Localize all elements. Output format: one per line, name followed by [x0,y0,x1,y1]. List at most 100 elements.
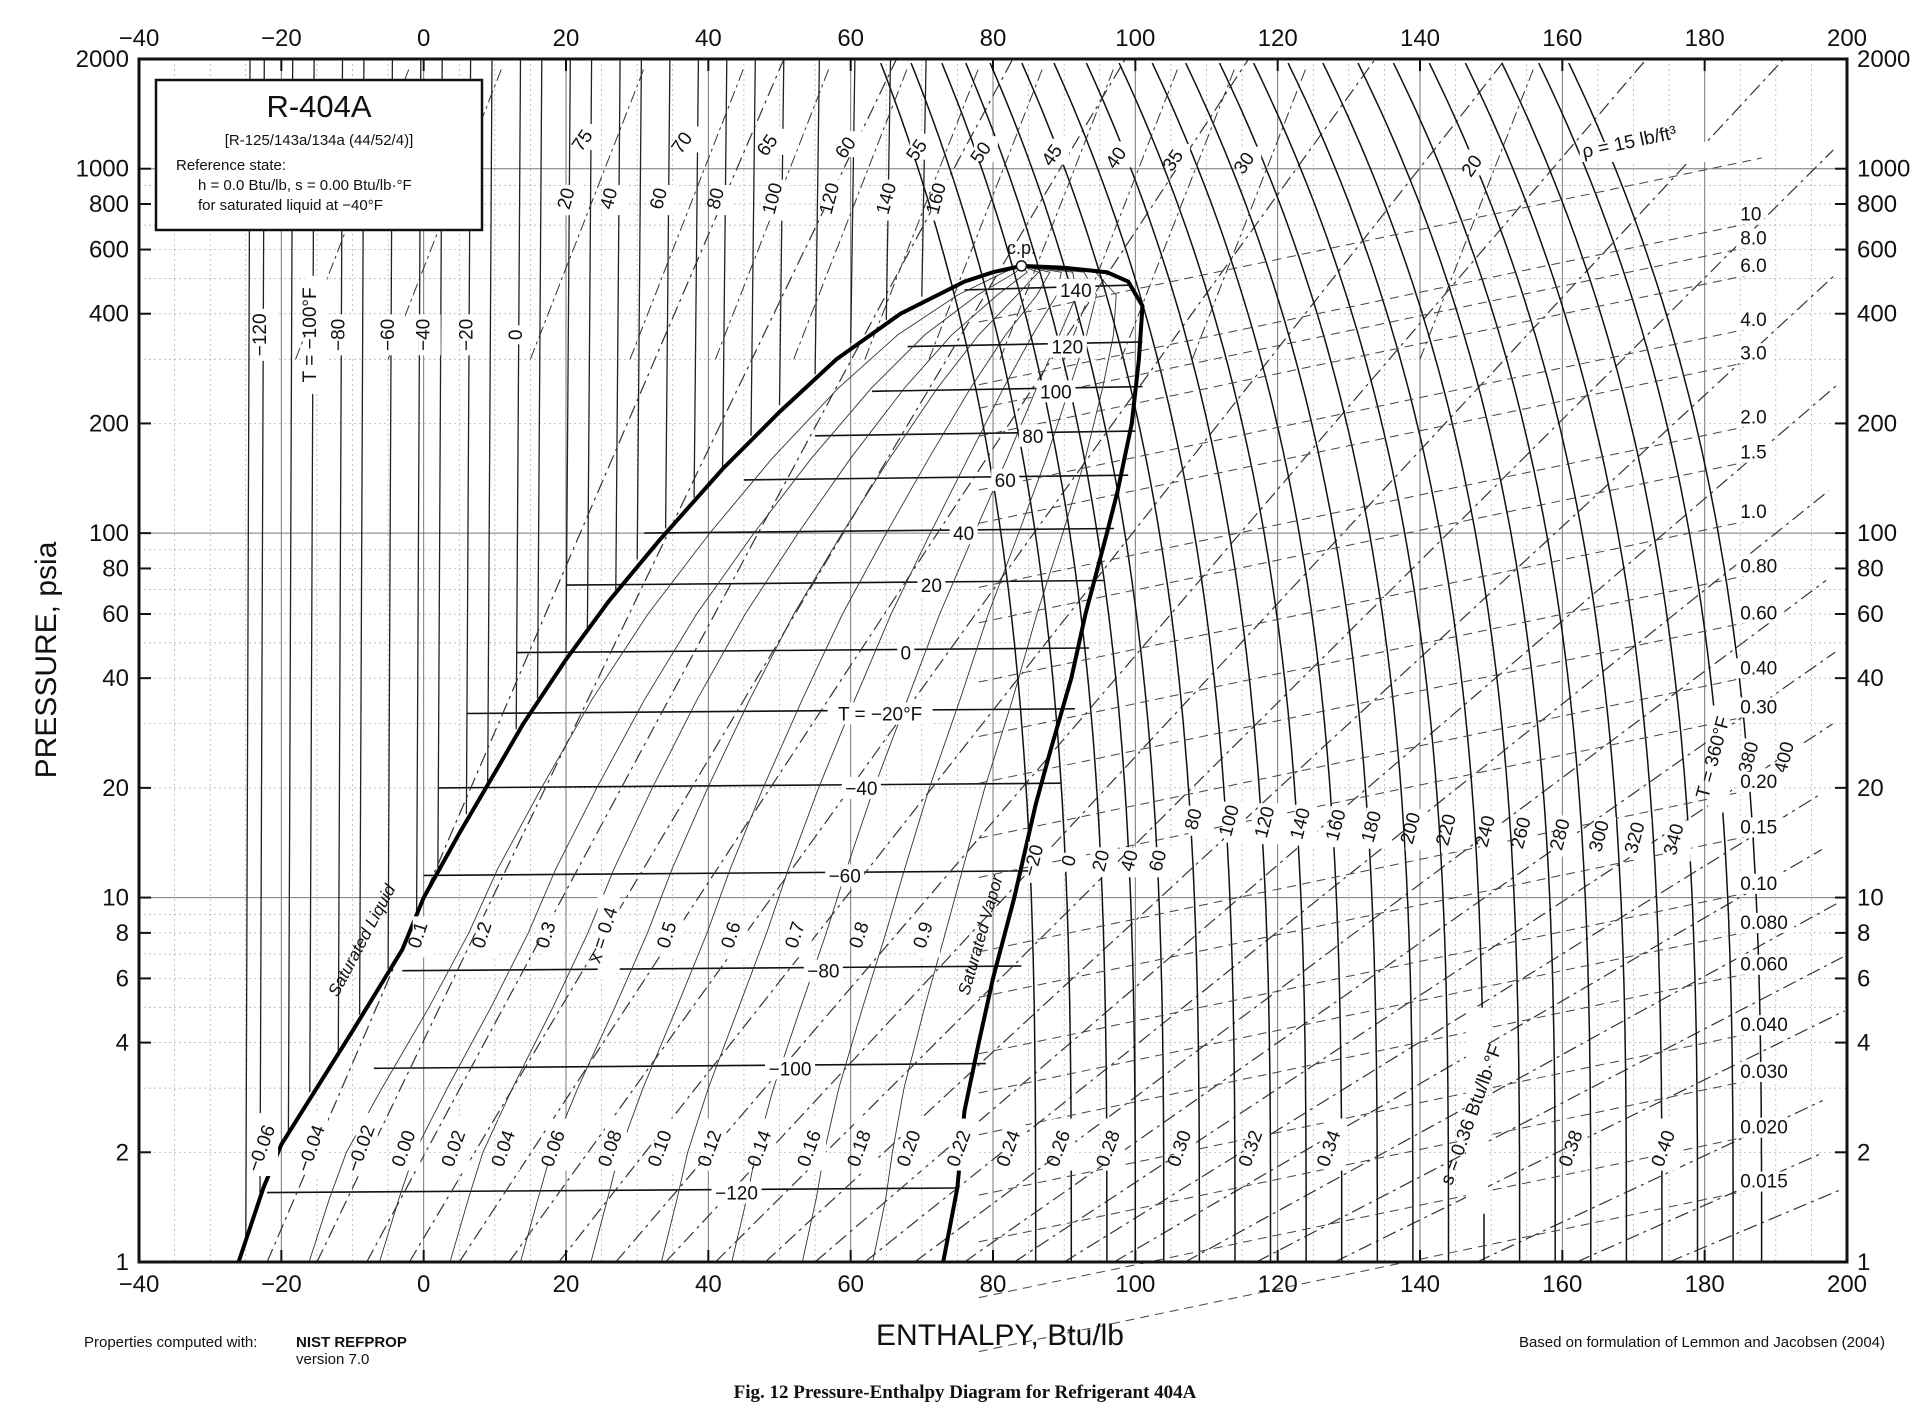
density-label: 0.060 [1740,955,1788,976]
density-line [978,572,1762,737]
axis-ticks: −40−40−20−200020204040606080801001001201… [76,25,1911,1298]
label-background [654,1118,677,1171]
y-tick-label-right: 1000 [1857,156,1910,183]
vapor-isotherm [1501,62,1699,1262]
label-background [1736,1117,1795,1138]
x-tick-label-bottom: 100 [1115,1271,1155,1298]
chart-subtitle: [R-125/143a/134a (44/52/4)] [225,132,413,149]
y-tick-label-left: 1000 [76,156,129,183]
y-tick-label-right: 60 [1857,601,1884,628]
density-line [978,157,1762,323]
y-tick-label-right: 100 [1857,520,1897,547]
critical-point-marker [1015,260,1028,272]
label-background [1441,810,1464,852]
isentrope-line [864,490,1830,1263]
liquid-isotherm [778,58,785,405]
label-background [804,1118,827,1171]
x-tick-label-top: 120 [1258,25,1298,52]
label-background [540,916,563,958]
vapor-isotherm [1053,62,1236,1262]
liquid-isotherm [536,58,543,699]
two-phase-isotherm [871,385,1143,393]
label-background [881,179,904,221]
x-tick-label-top: 20 [553,25,580,52]
label-background [1736,817,1785,838]
label-background [1658,1118,1681,1171]
x-tick-label-bottom: 60 [837,1271,864,1298]
label-background [547,1118,570,1171]
top-region-line [1120,65,1237,360]
density-line [978,673,1762,839]
x-tick-label-bottom: 20 [553,1271,580,1298]
density-label: 1.0 [1740,502,1766,523]
label-background [1736,912,1795,933]
liquid-isotherm-label: T = −100°F [300,287,321,382]
isentrope-line [408,59,1126,1263]
label-background [561,185,583,216]
liquid-isotherm [664,58,671,529]
x-tick-label-top: 200 [1827,25,1867,52]
y-tick-label-left: 60 [102,601,129,628]
isentrope-line [1184,902,1838,1263]
label-background [931,179,954,221]
label-background [604,1118,627,1171]
label-background [711,1181,762,1204]
isentrope-line [1013,723,1834,1263]
label-background [765,1057,816,1080]
liquid-isotherm-label: −40 [414,319,435,351]
label-background [1736,658,1785,679]
two-phase-isotherm [743,474,1129,481]
label-background [1736,204,1765,225]
density-label: 0.15 [1740,817,1777,838]
density-line [978,787,1762,953]
density-line [978,1077,1762,1243]
quality-line [379,265,1022,1263]
label-background [767,179,790,221]
label-background [1053,1118,1076,1171]
label-background [917,916,940,958]
density-label: 8.0 [1740,228,1766,249]
y-tick-label-right: 1 [1857,1249,1870,1276]
top-region-line [928,65,1045,360]
label-background [1736,556,1785,577]
y-tick-label-left: 2 [116,1139,129,1166]
label-background [1465,1007,1488,1214]
density-label: 2.0 [1740,407,1766,428]
isentrope-line [1256,956,1843,1263]
label-background [710,185,733,216]
density-line [978,243,1762,409]
liquid-isotherm [259,58,265,1193]
density-line [978,618,1762,784]
label-background [1736,442,1775,463]
label-background [824,179,847,221]
label-background [827,702,933,725]
liquid-isotherm [515,58,522,730]
y-tick-label-right: 10 [1857,885,1884,912]
y-tick-label-right: 20 [1857,775,1884,802]
label-background [1330,806,1353,848]
y-tick-label-left: 800 [89,191,129,218]
label-background [917,574,946,597]
vapor-isotherm [910,62,1073,1262]
top-region-line [629,65,746,360]
isentrope-line [316,59,897,1263]
label-background [1480,812,1503,854]
y-tick-label-left: 6 [116,965,129,992]
label-background [603,185,626,216]
label-background [383,314,406,356]
top-region-line [1191,65,1308,360]
label-background [754,1118,777,1171]
label-background [803,959,843,982]
density-line [978,1030,1762,1196]
label-background [1102,1118,1125,1171]
liquid-isotherm-label: −80 [328,319,349,351]
quality-line [731,265,1078,1263]
quality-line [590,265,1051,1263]
y-tick-label-right: 4 [1857,1030,1870,1057]
label-background [1152,847,1175,878]
reference-state-line1: h = 0.0 Btu/lb, s = 0.00 Btu/lb·°F [198,177,412,194]
label-background [254,308,277,361]
x-tick-label-bottom: −20 [261,1271,302,1298]
density-label: 0.030 [1740,1062,1788,1083]
